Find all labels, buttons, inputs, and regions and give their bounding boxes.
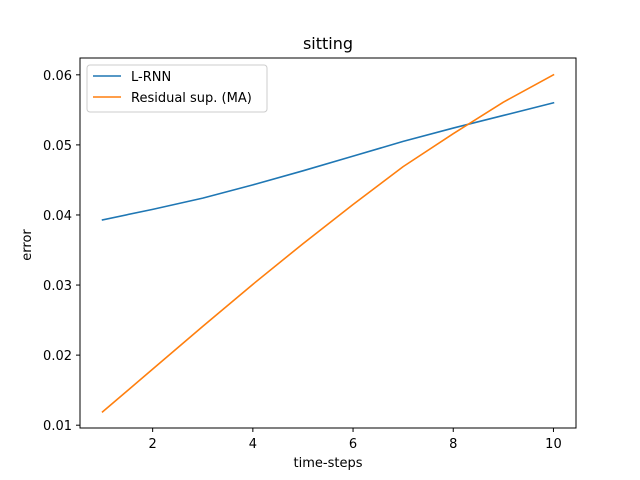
chart-title: sitting [303,34,353,53]
y-tick-label: 0.02 [43,349,72,364]
series-layer [101,73,555,414]
y-axis-label: error [20,229,35,261]
x-tick-label: 4 [249,437,257,452]
axes-frame [79,57,577,429]
legend-label: Residual sup. (MA) [131,91,252,106]
x-tick-label: 6 [349,437,357,452]
series-line-2 [101,73,555,414]
y-tick-label: 0.06 [43,69,72,84]
x-axis-ticks: 2 4 6 8 10 [149,428,562,452]
y-tick-label: 0.05 [43,139,72,154]
x-tick-label: 8 [449,437,457,452]
y-tick-label: 0.03 [43,279,72,294]
series-line-1 [101,101,555,221]
legend-box [86,64,268,113]
y-tick-label: 0.01 [43,419,72,434]
legend: L-RNN Residual sup. (MA) [86,64,268,113]
x-axis-label: time-steps [294,456,363,471]
x-tick-label: 2 [149,437,157,452]
legend-label: L-RNN [131,70,171,85]
y-tick-label: 0.04 [43,209,72,224]
y-axis-ticks: 0.01 0.02 0.03 0.04 0.05 0.06 [43,69,80,434]
x-tick-label: 10 [545,437,562,452]
